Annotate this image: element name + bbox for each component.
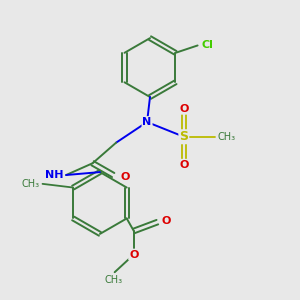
Text: S: S xyxy=(179,130,188,143)
Text: CH₃: CH₃ xyxy=(22,179,40,189)
Text: NH: NH xyxy=(45,170,63,180)
Text: O: O xyxy=(179,104,188,114)
Text: N: N xyxy=(142,117,152,127)
Text: O: O xyxy=(162,216,171,226)
Text: O: O xyxy=(129,250,139,260)
Text: CH₃: CH₃ xyxy=(218,132,236,142)
Text: O: O xyxy=(121,172,130,182)
Text: CH₃: CH₃ xyxy=(104,275,122,285)
Text: Cl: Cl xyxy=(201,40,213,50)
Text: O: O xyxy=(179,160,188,170)
